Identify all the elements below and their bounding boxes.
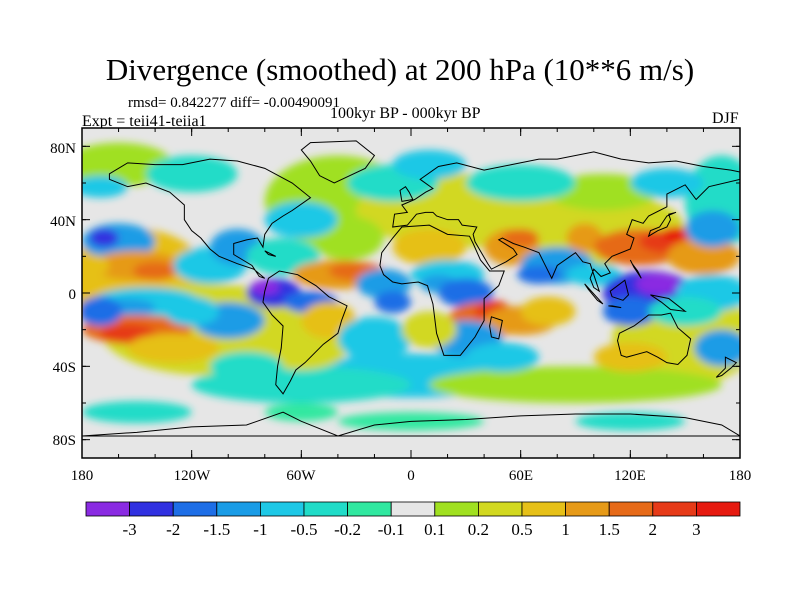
field-blob <box>502 228 539 248</box>
coastline <box>399 185 414 202</box>
field-blob <box>593 342 667 372</box>
field-blob <box>685 210 740 248</box>
coastline <box>629 259 642 279</box>
field-blob <box>246 238 320 275</box>
field-blob <box>374 291 411 314</box>
coastline <box>300 140 376 184</box>
field-blob <box>392 228 466 266</box>
field-blob <box>127 333 220 363</box>
experiment-label: Expt = teii41-teiia1 <box>82 113 207 130</box>
lat-label-eq: 0 <box>68 287 77 303</box>
colorbar-label: -0.1 <box>377 520 405 539</box>
field-blob <box>566 223 603 253</box>
axis-ticks <box>81 128 741 458</box>
colorbar-label: 0.1 <box>424 520 446 539</box>
coastline <box>609 279 630 301</box>
coastline <box>264 250 276 257</box>
field-blob <box>133 261 178 281</box>
lon-label-120w: 120W <box>173 468 211 484</box>
lat-label-80s: 80S <box>52 433 76 449</box>
field-blob <box>145 155 238 193</box>
coastline <box>647 211 677 238</box>
colorbar-label: -1.5 <box>203 520 231 539</box>
colorbar-label: 1 <box>561 520 570 539</box>
field-blob <box>250 280 280 295</box>
field-blob <box>465 342 539 372</box>
field-blob <box>209 351 284 382</box>
lon-label-180w: 180 <box>70 468 94 484</box>
colorbar-label: 1.5 <box>598 520 620 539</box>
map-title: Divergence (smoothed) at 200 hPa (10**6 … <box>105 52 695 87</box>
lat-label-80n: 80N <box>50 141 76 157</box>
field-blob <box>82 401 192 424</box>
field-blob <box>337 316 412 361</box>
coastlines <box>82 140 740 437</box>
colorbar-label: 2 <box>648 520 658 539</box>
season-label: DJF <box>712 110 739 127</box>
colorbar-label: -0.5 <box>290 520 318 539</box>
colorbar-label: 0.2 <box>467 520 490 539</box>
coastline <box>262 270 348 395</box>
field-blob <box>392 150 466 180</box>
field-blob <box>356 269 412 299</box>
field-blob <box>429 366 722 403</box>
field-blob <box>520 296 576 327</box>
coastline <box>379 224 505 356</box>
field-blob <box>666 238 740 275</box>
field-blob <box>401 311 457 348</box>
colorbar-label: -3 <box>122 520 137 539</box>
field-blob <box>438 278 494 308</box>
field-blob <box>264 403 338 422</box>
colorbar-label: 3 <box>692 520 701 539</box>
stats-label: rmsd= 0.842277 diff= -0.00490091 <box>128 95 341 111</box>
field-blob <box>82 296 123 326</box>
coastline <box>108 158 312 279</box>
field-blob <box>465 164 576 202</box>
field-blob <box>661 227 691 242</box>
lon-label-60w: 60W <box>286 468 316 484</box>
lon-label-60e: 60E <box>508 468 534 484</box>
coastline <box>489 316 503 340</box>
field-blob <box>517 265 561 284</box>
field-blob <box>635 272 680 295</box>
lat-label-40s: 40S <box>52 360 76 376</box>
coastline <box>82 411 740 437</box>
lon-label-0: 0 <box>407 468 415 484</box>
lat-label-40n: 40N <box>50 214 76 230</box>
lon-label-120e: 120E <box>614 468 646 484</box>
coastline <box>617 312 692 366</box>
coastline <box>608 305 622 309</box>
field-blob <box>264 201 338 239</box>
period-label: 100kyr BP - 000kyr BP <box>330 105 481 122</box>
colorbar-label: 0.5 <box>511 520 533 539</box>
field-blob <box>164 296 220 327</box>
field-blob <box>89 228 119 248</box>
colorbar-label: -0.2 <box>334 520 362 539</box>
field-blob <box>82 254 110 277</box>
coastline <box>715 356 738 378</box>
field-blob <box>575 412 686 431</box>
field-blob <box>694 329 740 367</box>
coastline <box>392 151 740 293</box>
coastline <box>650 294 687 313</box>
lon-label-180e: 180 <box>728 468 752 484</box>
coastline <box>584 283 604 305</box>
field-blob <box>82 175 128 198</box>
field-blob <box>630 168 704 198</box>
colorbar-label: -2 <box>166 520 181 539</box>
colorbar-label: -1 <box>253 520 268 539</box>
